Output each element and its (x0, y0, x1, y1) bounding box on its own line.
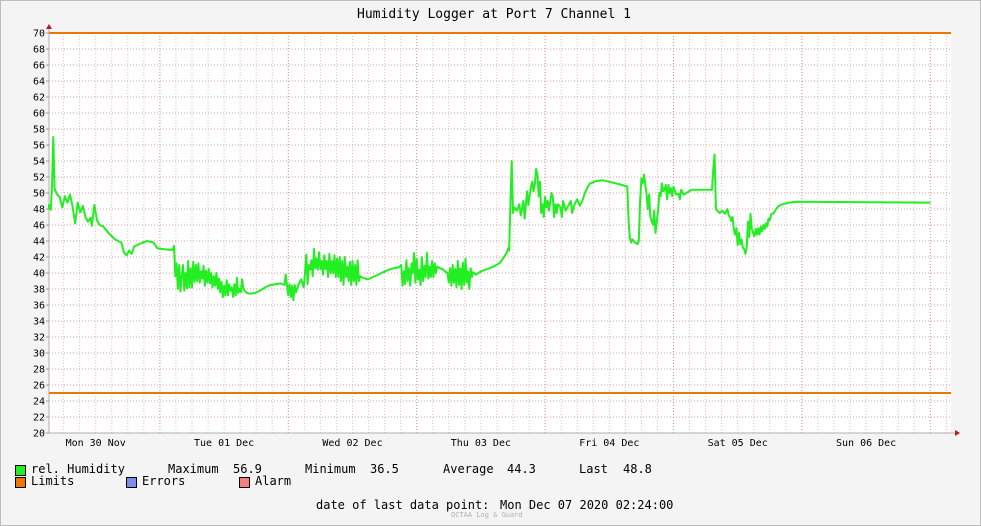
legend-last-value: 48.8 (623, 462, 652, 476)
y-tick-label: 40 (33, 269, 45, 280)
plot-area (49, 33, 951, 433)
x-axis-arrow (955, 430, 960, 436)
legend-avg-label: Average (443, 462, 494, 476)
y-tick-label: 56 (33, 141, 45, 152)
y-tick-label: 30 (33, 349, 45, 360)
legend-min-label: Minimum (305, 462, 356, 476)
legend-errors-label: Errors (142, 474, 186, 488)
x-tick-label: Thu 03 Dec (451, 438, 511, 449)
y-tick-label: 62 (33, 93, 45, 104)
y-axis-arrow (46, 24, 52, 29)
series-layer (48, 136, 931, 302)
legend-humidity-label: rel. Humidity (31, 462, 125, 476)
y-tick-label: 60 (33, 109, 45, 120)
y-tick-label: 22 (33, 413, 45, 424)
tick-labels: 20 22 24 26 28 30 32 34 36 38 40 42 44 46 48 50 52 54 56 58… (33, 29, 896, 450)
legend-max-label: Maximum (168, 462, 219, 476)
axes (46, 24, 960, 436)
last-data-point-value: Mon Dec 07 2020 02:24:00 (500, 498, 674, 512)
y-tick-label: 54 (33, 157, 45, 168)
x-tick-label: Tue 01 Dec (194, 438, 254, 449)
watermark: OCTAA Log & Guard (451, 511, 523, 519)
legend-max-value: 56.9 (233, 462, 262, 476)
legend-alarm-label: Alarm (255, 474, 292, 488)
y-tick-label: 58 (33, 125, 45, 136)
y-tick-label: 46 (33, 221, 45, 232)
y-tick-label: 66 (33, 61, 45, 72)
y-tick-label: 48 (33, 205, 45, 216)
y-tick-label: 38 (33, 285, 45, 296)
alarm-swatch (239, 477, 250, 488)
legend-limits-label: Limits (31, 474, 75, 488)
y-tick-label: 20 (33, 429, 45, 440)
humidity-series-line (48, 136, 931, 302)
errors-swatch (126, 477, 137, 488)
x-tick-label: Sun 06 Dec (836, 438, 896, 449)
y-tick-label: 52 (33, 173, 45, 184)
legend-last-label: Last (579, 462, 608, 476)
legend-min-value: 36.5 (370, 462, 399, 476)
legend-avg-value: 44.3 (507, 462, 536, 476)
grid (49, 32, 951, 434)
y-tick-label: 36 (33, 301, 45, 312)
x-tick-label: Mon 30 Nov (66, 438, 126, 449)
last-data-point-label: date of last data point: (316, 498, 490, 512)
y-tick-label: 50 (33, 189, 45, 200)
y-tick-label: 64 (33, 77, 45, 88)
limit-lines (49, 32, 951, 394)
y-tick-label: 26 (33, 381, 45, 392)
y-tick-label: 32 (33, 333, 45, 344)
chart-title: Humidity Logger at Port 7 Channel 1 (357, 7, 631, 22)
y-tick-label: 44 (33, 237, 45, 248)
y-tick-label: 34 (33, 317, 45, 328)
x-tick-label: Fri 04 Dec (579, 438, 639, 449)
limits-swatch (15, 477, 26, 488)
y-tick-label: 42 (33, 253, 45, 264)
y-tick-label: 70 (33, 29, 45, 40)
humidity-swatch (15, 465, 26, 476)
y-tick-label: 68 (33, 45, 45, 56)
x-tick-label: Sat 05 Dec (708, 438, 768, 449)
y-tick-label: 28 (33, 365, 45, 376)
y-tick-label: 24 (33, 397, 45, 408)
x-tick-label: Wed 02 Dec (322, 438, 382, 449)
